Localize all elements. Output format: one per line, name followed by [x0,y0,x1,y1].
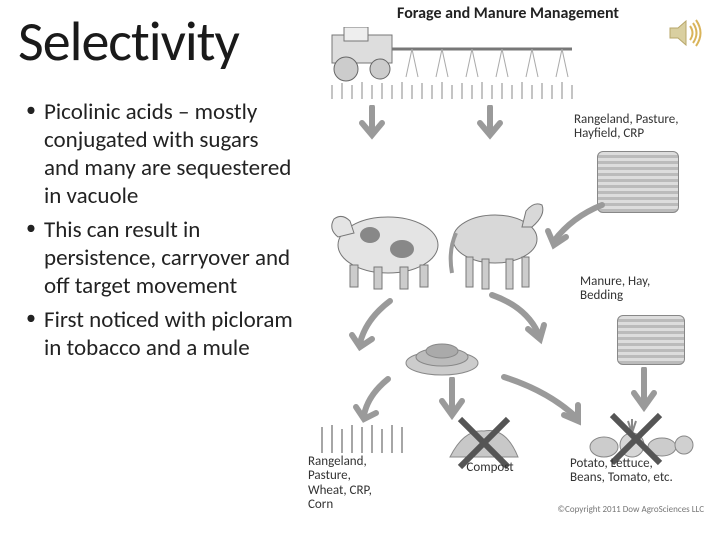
manure-illustration [402,337,482,377]
label-bottom-mid: Compost [450,461,530,475]
haybale-illustration [617,315,685,365]
sprayer-illustration [322,27,582,107]
label-bottom-left: Rangeland, Pasture, Wheat, CRP, Corn [308,455,408,512]
label-bottom-right: Potato, Lettuce, Beans, Tomato, etc. [570,457,710,486]
text-column: Selectivity Picolinic acids – mostly con… [0,0,300,540]
crop-illustration [314,419,414,455]
arrow-down-icon [352,105,392,141]
bullet-list: Picolinic acids – mostly conjugated with… [18,98,294,362]
bullet-item: Picolinic acids – mostly conjugated with… [24,98,294,210]
speaker-icon[interactable] [668,18,702,48]
label-mid-right: Manure, Hay, Bedding [580,275,690,304]
label-top-field: Rangeland, Pasture, Hayfield, CRP [574,113,704,142]
arrow-curve-icon [542,197,612,257]
arrow-curve-icon [346,295,406,355]
arrow-down-icon [470,105,510,141]
copyright-text: ©Copyright 2011 Dow AgroSciences LLC [558,504,704,515]
bullet-item: This can result in persistence, carryove… [24,216,294,300]
arrow-curve-icon [482,289,552,349]
arrow-down-icon [350,375,400,425]
slide: Selectivity Picolinic acids – mostly con… [0,0,720,540]
arrow-down-icon [624,367,664,417]
diagram-heading: Forage and Manure Management [302,4,714,23]
forage-manure-diagram: Rangeland, Pasture, Hayfield, CRP [302,27,710,517]
diagram-column: Forage and Manure Management [300,0,720,540]
livestock-illustration [320,187,550,297]
slide-title: Selectivity [18,8,294,76]
bullet-item: First noticed with picloram in tobacco a… [24,306,294,362]
